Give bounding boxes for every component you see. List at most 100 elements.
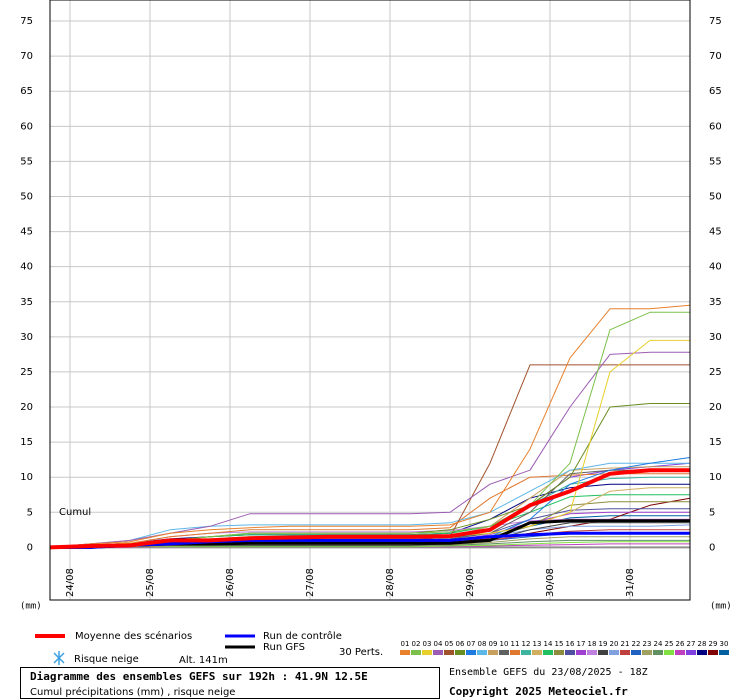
legend-swatch [433,650,443,655]
title-box [20,667,440,699]
y-tick-label: 30 [20,332,33,343]
legend-swatch [686,650,696,655]
legend-label: 27 [687,640,696,648]
legend-label: 14 [544,640,553,648]
legend-swatch [620,650,630,655]
legend-label: 25 [665,640,674,648]
y-tick-label: 30 [709,332,722,343]
legend-swatch [521,650,531,655]
legend-label: Run GFS [263,642,305,653]
perturbations-label: 30 Perts. [339,647,383,658]
legend-swatch [653,650,663,655]
x-tick-label: 25/08 [145,568,156,597]
annotation: Cumul [59,507,91,518]
legend-label: 09 [489,640,498,648]
legend-swatch [697,650,707,655]
legend-label: 22 [632,640,641,648]
y-tick-label: 5 [709,507,715,518]
legend-swatch [532,650,542,655]
y-tick-label: 65 [20,86,33,97]
y-axis-label-right: (mm) [710,602,732,612]
chart-title: Diagramme des ensembles GEFS sur 192h : … [30,670,368,683]
y-axis-label-left: (mm) [20,602,42,612]
legend-label: 18 [588,640,597,648]
y-tick-label: 50 [709,191,722,202]
legend-label: 01 [401,640,410,648]
legend-swatch [708,650,718,655]
legend: Moyenne des scénarios Run de contrôleRun … [35,630,729,655]
series-line [49,462,690,548]
y-tick-label: 25 [709,367,722,378]
x-tick-label: 28/08 [385,568,396,597]
legend-swatch [444,650,454,655]
y-tick-label: 5 [27,507,33,518]
legend-label: 03 [423,640,432,648]
y-tick-label: 70 [20,51,33,62]
legend-label: 16 [566,640,575,648]
legend-swatch [499,650,509,655]
y-tick-label: 50 [20,191,33,202]
run-info: Ensemble GEFS du 23/08/2025 - 18Z [449,667,648,678]
legend-label: 13 [533,640,542,648]
y-tick-label: 25 [20,367,33,378]
y-tick-label: 0 [27,542,33,553]
legend-label: 29 [709,640,718,648]
y-tick-label: 55 [709,156,722,167]
x-tick-label: 27/08 [305,568,316,597]
legend-label: 06 [456,640,465,648]
chart-subtitle: Cumul précipitations (mm) , risque neige [30,686,235,698]
legend-swatch [675,650,685,655]
y-tick-label: 40 [709,262,722,273]
legend-label: 15 [555,640,564,648]
legend-label: 08 [478,640,487,648]
x-tick-label: 30/08 [545,568,556,597]
y-tick-label: 45 [20,227,33,238]
legend-swatch [488,650,498,655]
y-tick-label: 45 [709,227,722,238]
grid [50,0,690,600]
legend-swatch [598,650,608,655]
legend-label: 26 [676,640,685,648]
x-tick-label: 29/08 [465,568,476,597]
legend-swatch [466,650,476,655]
y-tick-label: 70 [709,51,722,62]
legend-swatch [477,650,487,655]
legend-swatch [642,650,652,655]
legend-label: 10 [500,640,509,648]
y-tick-label: 0 [709,542,715,553]
legend-label: 04 [434,640,443,648]
x-tick-label: 31/08 [625,568,636,597]
y-tick-label: 10 [709,472,722,483]
legend-label: 12 [522,640,531,648]
y-tick-label: 20 [20,402,33,413]
legend-swatch [411,650,421,655]
legend-label: 07 [467,640,476,648]
legend-label: 23 [643,640,652,648]
legend-swatch [543,650,553,655]
y-tick-label: 15 [20,437,33,448]
y-tick-label: 55 [20,156,33,167]
legend-swatch [609,650,619,655]
y-tick-label: 35 [20,297,33,308]
y-tick-label: 60 [20,121,33,132]
legend-swatch [664,650,674,655]
legend-label: 02 [412,640,421,648]
legend-swatch [510,650,520,655]
x-tick-label: 26/08 [225,568,236,597]
legend-label: Run de contrôle [263,630,342,642]
legend-label: 21 [621,640,630,648]
legend-label: 28 [698,640,707,648]
legend-swatch [576,650,586,655]
y-tick-label: 35 [709,297,722,308]
copyright: Copyright 2025 Meteociel.fr [449,685,628,698]
y-tick-label: 75 [20,16,33,27]
y-tick-label: 10 [20,472,33,483]
snow-icon [53,651,65,665]
legend-swatch [422,650,432,655]
legend-swatch [554,650,564,655]
series-line [49,304,691,548]
lines [49,304,691,550]
y-tick-label: 20 [709,402,722,413]
